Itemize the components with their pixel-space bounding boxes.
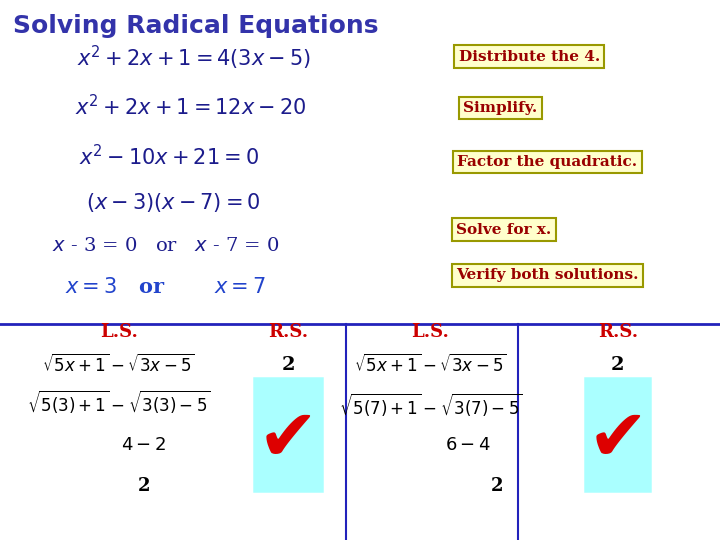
Text: $x^2 - 10x + 21 = 0$: $x^2 - 10x + 21 = 0$ (79, 144, 259, 169)
Text: $(x - 3)(x - 7) = 0$: $(x - 3)(x - 7) = 0$ (86, 191, 260, 214)
Text: $x$ - 3 = 0   or   $x$ - 7 = 0: $x$ - 3 = 0 or $x$ - 7 = 0 (52, 237, 279, 255)
Text: ✔: ✔ (258, 406, 318, 475)
Text: $x = 3$   or       $x = 7$: $x = 3$ or $x = 7$ (65, 277, 266, 298)
Text: Verify both solutions.: Verify both solutions. (456, 268, 639, 282)
Text: Solve for x.: Solve for x. (456, 222, 552, 237)
Text: 2: 2 (490, 477, 503, 495)
Text: Simplify.: Simplify. (463, 101, 538, 115)
Text: $4 - 2$: $4 - 2$ (122, 436, 166, 455)
Text: $\sqrt{5x+1} - \sqrt{3x-5}$: $\sqrt{5x+1} - \sqrt{3x-5}$ (42, 354, 195, 375)
FancyBboxPatch shape (254, 378, 323, 491)
Text: R.S.: R.S. (598, 323, 638, 341)
Text: $x^2 + 2x + 1 = 12x - 20$: $x^2 + 2x + 1 = 12x - 20$ (75, 94, 307, 119)
Text: 2: 2 (282, 355, 294, 374)
Text: Solving Radical Equations: Solving Radical Equations (13, 14, 379, 37)
Text: R.S.: R.S. (268, 323, 308, 341)
Text: 2: 2 (611, 355, 624, 374)
Text: Distribute the 4.: Distribute the 4. (459, 50, 600, 64)
Text: $\sqrt{5(7)+1} - \sqrt{3(7)-5}$: $\sqrt{5(7)+1} - \sqrt{3(7)-5}$ (338, 392, 523, 418)
Text: L.S.: L.S. (412, 323, 449, 341)
Text: $\sqrt{5x+1} - \sqrt{3x-5}$: $\sqrt{5x+1} - \sqrt{3x-5}$ (354, 354, 507, 375)
Text: L.S.: L.S. (100, 323, 138, 341)
FancyBboxPatch shape (585, 378, 650, 491)
Text: $6 - 4$: $6 - 4$ (445, 436, 491, 455)
Text: ✔: ✔ (588, 406, 648, 475)
Text: Factor the quadratic.: Factor the quadratic. (457, 155, 637, 169)
Text: 2: 2 (138, 477, 150, 495)
Text: $x^2 + 2x + 1 = 4(3x - 5)$: $x^2 + 2x + 1 = 4(3x - 5)$ (78, 44, 311, 72)
Text: $\sqrt{5(3)+1} - \sqrt{3(3)-5}$: $\sqrt{5(3)+1} - \sqrt{3(3)-5}$ (27, 389, 211, 416)
